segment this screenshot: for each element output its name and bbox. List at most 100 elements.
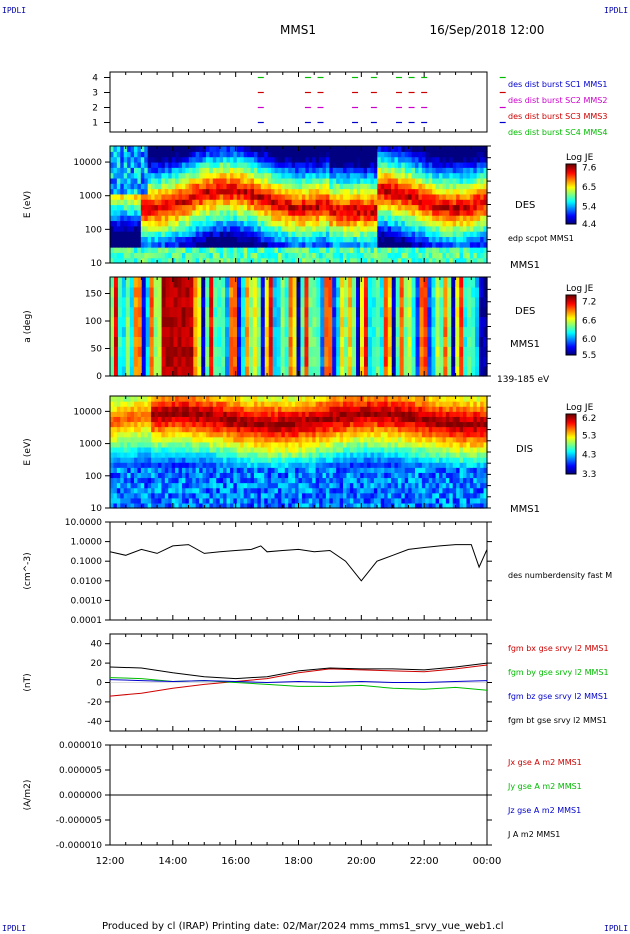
dis-energy-cell [219,421,224,428]
des-pitch-cell [375,286,381,298]
des-pitch-cell [149,316,155,328]
des-energy-cell [123,156,128,163]
des-energy-cell [370,236,375,243]
des-energy-cell [336,199,341,206]
dis-energy-cell [247,431,252,438]
des-energy-cell [264,204,269,211]
des-energy-cell [253,220,258,227]
des-energy-cell [257,199,262,206]
des-pitch-cell [137,306,143,318]
des-energy-cell [463,177,468,184]
des-energy-cell [325,209,330,216]
dis-energy-cell [216,441,221,448]
dis-energy-cell [181,492,186,499]
des-energy-cell [397,225,402,232]
des-pitch-cell [328,346,333,357]
des-energy-cell [123,225,128,232]
des-energy-cell [209,177,214,184]
des-pitch-cell [399,326,405,337]
des-pitch-cell [284,286,290,298]
des-energy-cell [394,183,399,190]
des-energy-cell [209,161,214,168]
dis-energy-cell [216,411,221,417]
des-energy-cell [404,257,409,264]
dis-energy-cell [157,441,163,448]
des-energy-cell [253,188,258,195]
des-energy-cell [394,241,399,248]
des-energy-cell [236,231,241,238]
dis-energy-cell [110,472,115,479]
des-pitch-cell [320,296,325,308]
des-energy-cell [154,199,159,206]
dis-energy-cell [199,482,204,489]
dis-energy-cell [284,401,289,407]
des-pitch-cell [300,316,306,328]
burst-y-tick-label: 4 [92,74,98,84]
des-energy-cell [212,161,217,168]
des-energy-cell [421,236,426,243]
des-pitch-cell [225,316,230,328]
des-pitch-cell [415,316,421,328]
dis-energy-cell [202,472,207,479]
des-energy-cell [147,156,152,163]
des-energy-cell [435,220,440,227]
des-energy-colorbar-swatch [566,188,576,191]
dis-energy-cell [171,396,176,402]
des-energy-cell [212,257,217,264]
des-energy-cell [469,156,474,163]
des-energy-cell [349,209,354,216]
dis-energy-cell [205,477,210,484]
des-energy-cell [301,193,306,200]
des-energy-cell [202,247,207,253]
dis-energy-cell [123,477,128,484]
dis-energy-cell [305,416,310,423]
des-energy-cell [154,247,159,253]
des-energy-cell [322,247,327,253]
dis-energy-cell [247,452,252,458]
des-energy-cell [449,146,454,152]
des-energy-cell [308,156,313,163]
des-energy-cell [288,257,293,264]
des-energy-cell [147,225,152,232]
dis-energy-cell [298,457,303,463]
dis-energy-cell [168,441,173,448]
des-energy-colorbar-swatch [566,212,576,215]
dis-energy-cell [305,467,310,473]
des-energy-cell [363,257,368,264]
des-energy-cell [432,177,437,184]
des-pitch-cell [415,356,421,367]
des-energy-cell [415,199,420,206]
dis-energy-cell [178,462,183,468]
des-pitch-cell [427,326,433,337]
des-energy-cell [367,220,372,227]
des-energy-colorbar-swatch [566,202,576,205]
des-energy-cell [137,209,142,216]
des-pitch-cell [427,346,433,357]
des-energy-cell [397,204,402,211]
des-energy-cell [120,146,125,152]
des-energy-cell [312,209,317,216]
des-pitch-cell [304,336,310,347]
des-energy-cell [291,199,296,206]
des-energy-cell [380,167,385,174]
des-energy-cell [267,257,272,264]
dis-energy-cell [274,396,279,402]
dis-energy-cell [271,457,276,463]
dis-energy-cell [209,452,214,458]
dis-energy-cell [281,441,286,448]
des-energy-cell [421,247,426,253]
des-energy-cell [339,220,344,227]
dis-energy-cell [223,492,228,499]
des-pitch-cell [145,336,151,347]
dis-energy-cell [113,487,118,494]
dis-energy-cell [229,441,234,448]
des-energy-cell [473,177,478,184]
des-pitch-cell [280,306,286,318]
des-energy-cell [353,167,358,174]
dis-energy-cell [247,467,252,473]
des-energy-cell [233,247,238,253]
des-energy-cell [397,151,402,158]
des-pitch-cell [129,366,135,377]
des-energy-cell [377,204,382,211]
des-pitch-cell [181,306,186,318]
